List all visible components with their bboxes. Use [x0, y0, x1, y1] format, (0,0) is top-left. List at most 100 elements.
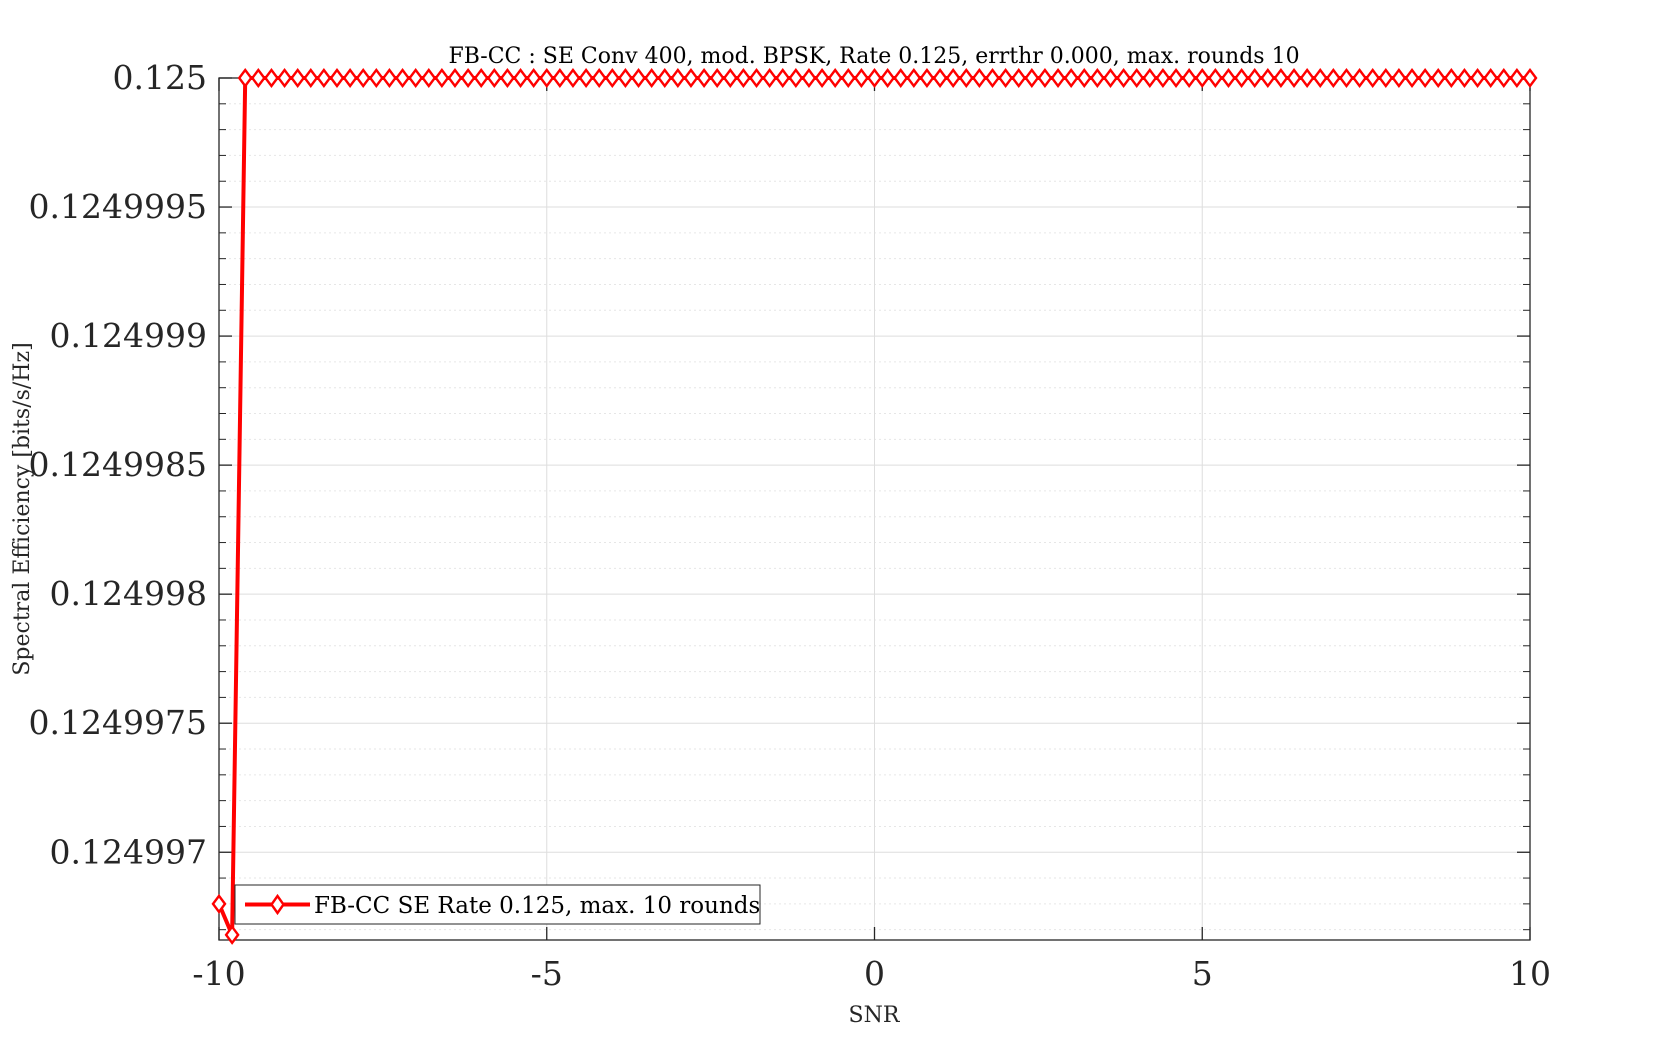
- x-tick-label: 0: [864, 954, 885, 993]
- y-tick-label: 0.124997: [50, 832, 207, 871]
- series-marker: [1129, 68, 1145, 88]
- series-marker: [735, 68, 751, 88]
- series-marker: [1456, 68, 1472, 88]
- series-marker: [1483, 68, 1499, 88]
- series-marker: [644, 68, 660, 88]
- series-marker: [867, 68, 882, 88]
- series-marker: [1155, 68, 1171, 88]
- series-marker: [1089, 68, 1105, 88]
- series-marker: [722, 68, 738, 88]
- series-marker: [932, 68, 948, 88]
- series-marker: [749, 68, 765, 88]
- axis-ticks: [218, 77, 1531, 940]
- y-tick-label: 0.1249975: [29, 703, 207, 742]
- series-marker: [1076, 68, 1092, 88]
- series-marker: [526, 68, 542, 88]
- series-marker: [1286, 68, 1302, 88]
- series-marker: [853, 68, 869, 88]
- series-marker: [250, 68, 266, 88]
- series-marker: [1417, 68, 1433, 88]
- series-marker: [368, 68, 384, 88]
- series-marker: [355, 68, 371, 88]
- series-marker: [316, 68, 332, 88]
- series-marker: [617, 68, 633, 88]
- series-marker: [237, 68, 253, 88]
- series-marker: [1509, 68, 1525, 88]
- series-marker: [591, 68, 607, 88]
- series-marker: [998, 68, 1014, 88]
- series-marker: [1142, 68, 1158, 88]
- x-tick-label: 10: [1509, 954, 1551, 993]
- series-marker: [473, 68, 489, 88]
- series-marker: [1391, 68, 1407, 88]
- series-marker: [263, 68, 279, 88]
- series-marker: [1312, 68, 1328, 88]
- series-marker: [1260, 68, 1276, 88]
- series-marker: [1365, 68, 1381, 88]
- series-marker: [1194, 68, 1210, 88]
- y-tick-label: 0.124999: [50, 316, 207, 355]
- y-axis-label: Spectral Efficiency [bits/s/Hz]: [10, 342, 35, 675]
- series-marker: [683, 68, 699, 88]
- y-tick-label: 0.124998: [50, 574, 207, 613]
- series-marker: [709, 68, 725, 88]
- series-marker: [1470, 68, 1486, 88]
- series-marker: [1207, 68, 1223, 88]
- series-marker: [1050, 68, 1066, 88]
- series-marker: [552, 68, 568, 88]
- legend-box: [234, 884, 761, 925]
- series-marker: [827, 68, 843, 88]
- series-marker: [1037, 68, 1053, 88]
- series-marker: [565, 68, 581, 88]
- series-marker: [1496, 68, 1512, 88]
- series-marker: [631, 68, 647, 88]
- series-marker: [919, 68, 935, 88]
- series-marker: [906, 68, 922, 88]
- series-marker: [696, 68, 712, 88]
- series-marker: [1220, 68, 1236, 88]
- series-marker: [971, 68, 987, 88]
- series-marker: [1430, 68, 1446, 88]
- series-marker: [578, 68, 594, 88]
- series-marker: [421, 68, 437, 88]
- series-marker: [447, 68, 463, 88]
- series-marker: [329, 68, 345, 88]
- legend[interactable]: FB-CC SE Rate 0.125, max. 10 rounds: [234, 884, 761, 925]
- series-marker: [762, 68, 778, 88]
- series-marker: [775, 68, 791, 88]
- series-marker: [381, 68, 397, 88]
- series-marker: [395, 68, 411, 88]
- series-marker: [1378, 68, 1394, 88]
- legend-entry-label: FB-CC SE Rate 0.125, max. 10 rounds: [314, 893, 760, 919]
- y-tick-label: 0.1249995: [29, 187, 207, 226]
- series-marker: [893, 68, 909, 88]
- series-marker: [958, 68, 974, 88]
- series-marker: [1352, 68, 1368, 88]
- series-marker: [1116, 68, 1132, 88]
- series-marker: [1168, 68, 1184, 88]
- series-marker: [1299, 68, 1315, 88]
- x-tick-label: 5: [1192, 954, 1213, 993]
- series-marker: [1024, 68, 1040, 88]
- series-marker: [814, 68, 830, 88]
- series-marker: [539, 68, 555, 88]
- series-marker: [1102, 68, 1118, 88]
- y-tick-labels: 0.124997 0.1249975 0.124998 0.1249985 0.1249…: [29, 58, 207, 871]
- series-marker: [840, 68, 856, 88]
- series-marker: [303, 68, 319, 88]
- series-marker: [513, 68, 529, 88]
- series-marker: [211, 893, 227, 914]
- series-marker: [604, 68, 620, 88]
- chart-title: FB-CC : SE Conv 400, mod. BPSK, Rate 0.1…: [448, 44, 1299, 69]
- series-marker: [1011, 68, 1027, 88]
- series-marker: [224, 924, 240, 945]
- series-marker: [880, 68, 896, 88]
- series-marker: [1338, 68, 1354, 88]
- series-marker: [486, 68, 502, 88]
- series-layer: [211, 68, 1538, 945]
- series-marker: [342, 68, 358, 88]
- series-marker: [434, 68, 450, 88]
- x-axis-label: SNR: [849, 1003, 901, 1028]
- series-marker: [1234, 68, 1250, 88]
- series-marker: [1273, 68, 1289, 88]
